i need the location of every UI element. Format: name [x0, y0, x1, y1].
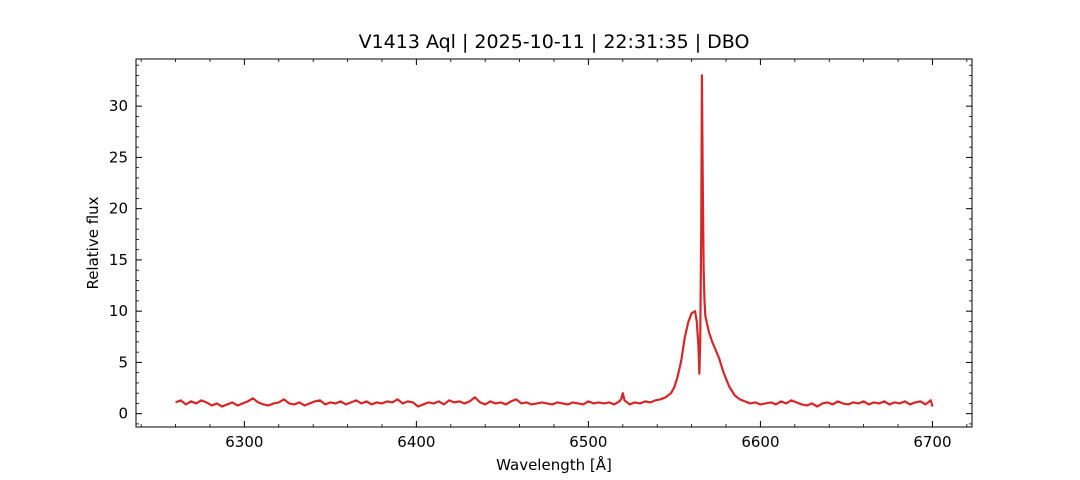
y-tick-label: 5 [118, 353, 128, 371]
y-tick-label: 0 [118, 405, 128, 423]
y-tick-label: 10 [109, 302, 128, 320]
spectrum-line [175, 74, 934, 408]
x-axis-label: Wavelength [Å] [496, 455, 612, 474]
x-tick-label: 6600 [741, 433, 779, 451]
y-axis-label: Relative flux [84, 196, 102, 289]
chart-title: V1413 Aql | 2025-10-11 | 22:31:35 | DBO [359, 31, 750, 53]
y-tick-label: 15 [109, 251, 128, 269]
y-tick-label: 30 [109, 97, 128, 115]
y-tick-label: 25 [109, 148, 128, 166]
plot-area: 6300 6400 6500 6600 6700 0 5 10 15 20 25 30 [109, 58, 973, 451]
y-tick-label: 20 [109, 200, 128, 218]
x-tick-label: 6300 [225, 433, 263, 451]
x-tick-label: 6400 [397, 433, 435, 451]
x-tick-label: 6500 [569, 433, 607, 451]
x-tick-label: 6700 [913, 433, 951, 451]
